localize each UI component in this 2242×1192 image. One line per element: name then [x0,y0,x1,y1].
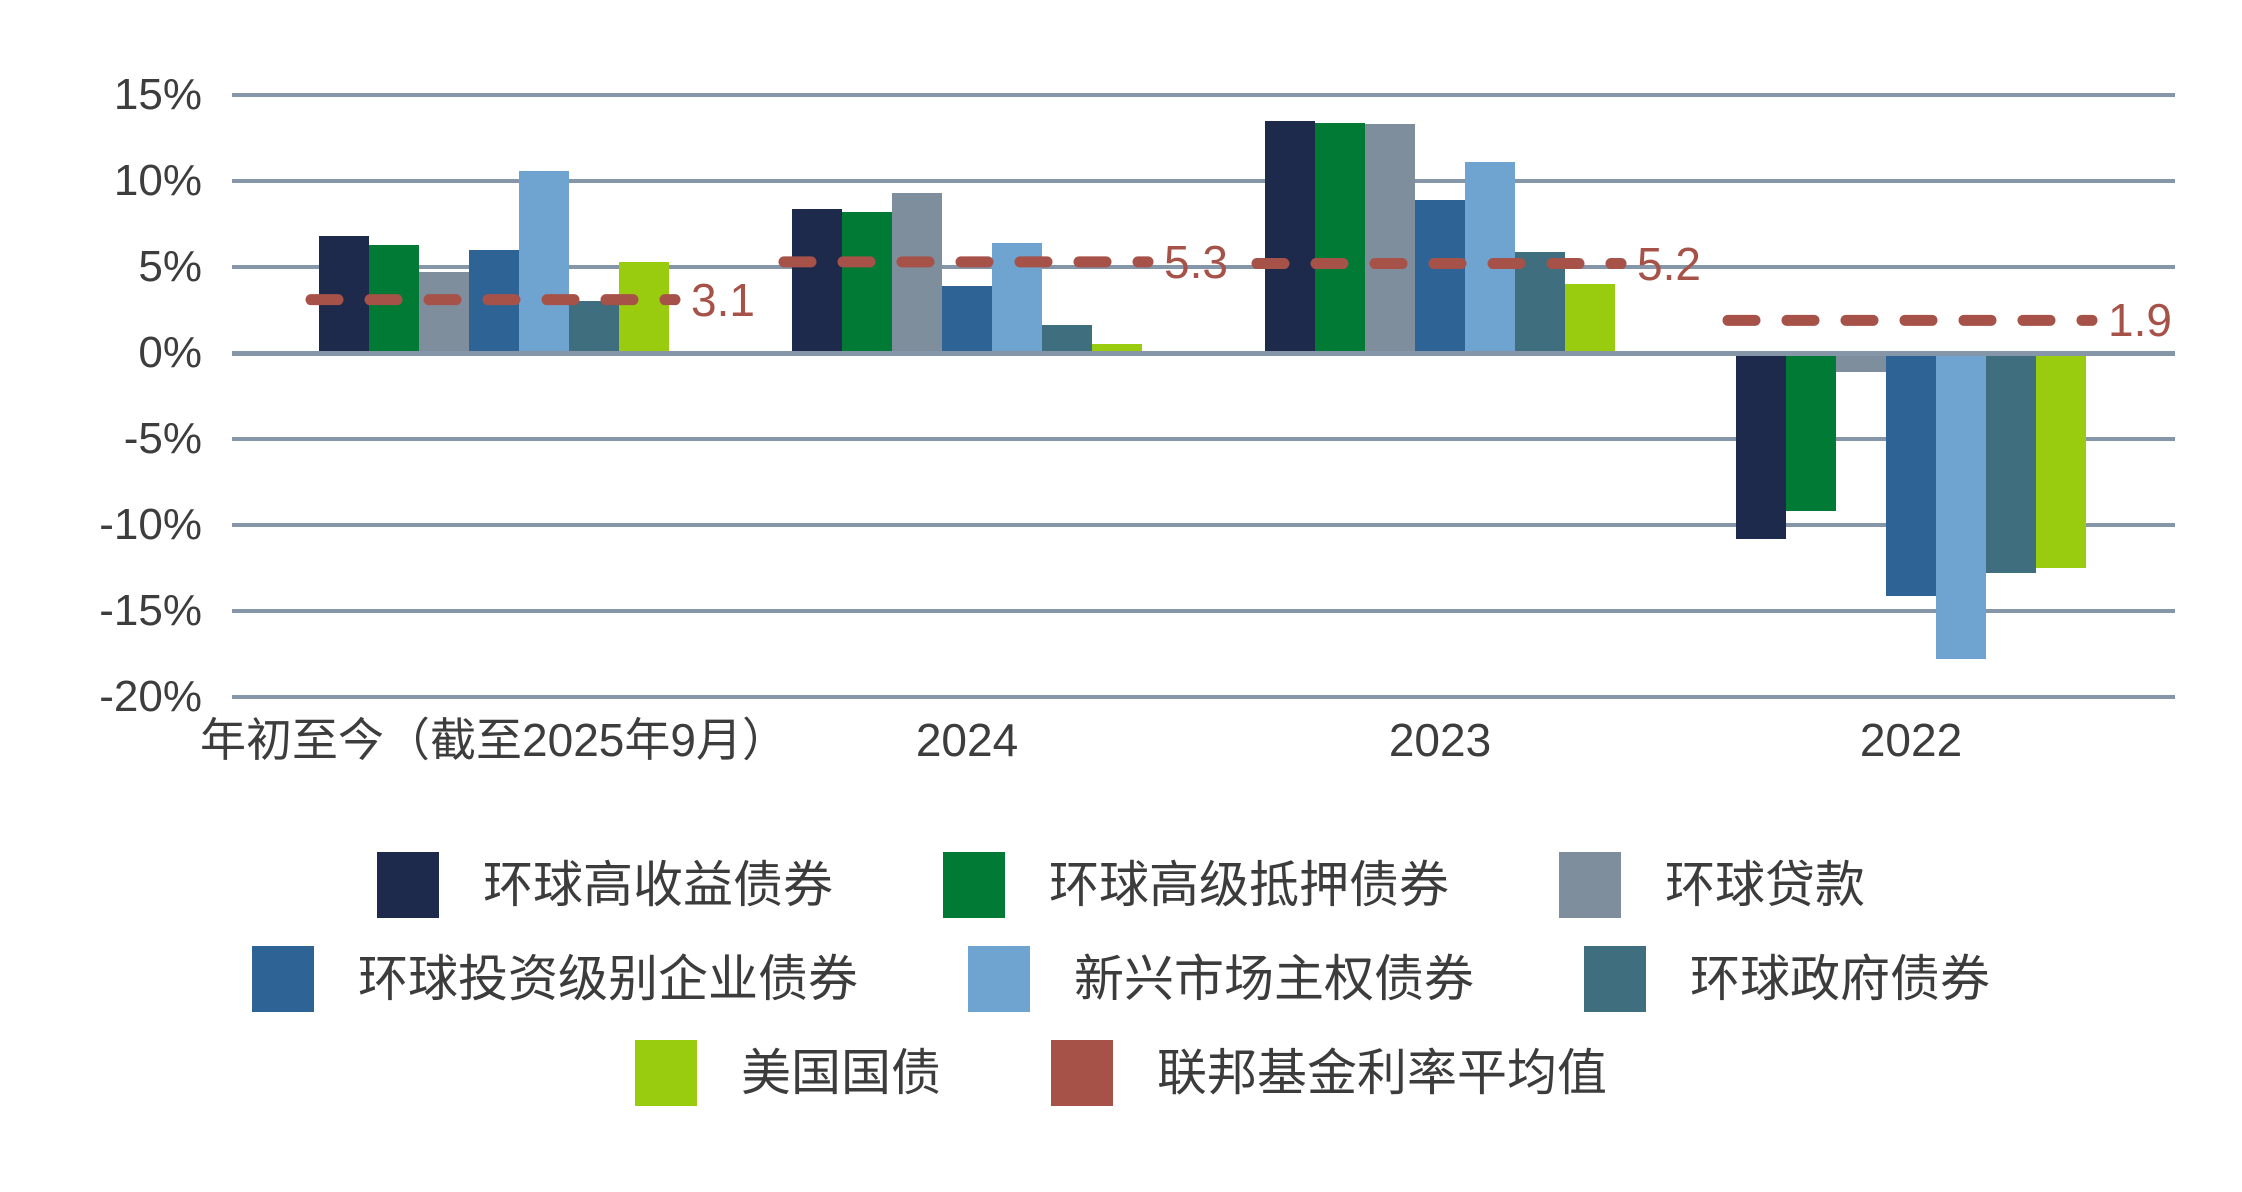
bar-group-1-series-2 [369,244,419,353]
legend-label: 环球贷款 [1665,857,1865,913]
bar-group-2-series-5 [992,242,1042,353]
bar-group-1-series-7 [619,261,669,353]
x-axis-label: 2024 [915,714,1019,766]
legend-item: 联邦基金利率平均值 [1051,1040,1607,1106]
bar-group-1-series-3 [419,272,469,353]
gridline [232,93,2175,97]
bar-group-1-series-1 [319,236,369,353]
legend-swatch [1051,1040,1113,1106]
legend-item: 环球贷款 [1559,852,1865,918]
bar-group-2-series-4 [942,285,992,353]
bar-group-2-series-1 [792,208,842,353]
legend-item: 环球投资级别企业债券 [252,946,858,1012]
legend-item: 美国国债 [635,1040,941,1106]
legend-item: 环球高收益债券 [377,852,833,918]
legend-row: 环球高收益债券 环球高级抵押债券 环球贷款 [377,852,1865,918]
fed-funds-value-label: 5.2 [1637,237,1701,290]
bar-group-4-series-4 [1886,353,1936,596]
legend-swatch [635,1040,697,1106]
legend-swatch [377,852,439,918]
legend-item: 环球政府债券 [1584,946,1990,1012]
legend-swatch [943,852,1005,918]
y-axis-label: 0% [138,328,202,377]
x-axis-label: 年初至今（截至2025年9月） [200,714,788,766]
bar-group-1-series-4 [469,249,519,353]
gridline [232,609,2175,613]
bar-group-4-series-3 [1836,353,1886,372]
legend-row: 环球投资级别企业债券 新兴市场主权债券 环球政府债券 [252,946,1990,1012]
legend-swatch [252,946,314,1012]
gridline [232,265,2175,269]
y-axis-label: -15% [99,586,202,635]
y-axis-label: -5% [123,414,202,463]
gridline [232,437,2175,441]
legend-row: 美国国债 联邦基金利率平均值 [635,1040,1607,1106]
bar-group-2-series-6 [1042,325,1092,353]
legend-label: 环球投资级别企业债券 [358,951,858,1007]
bar-group-1-series-6 [569,301,619,353]
legend-item: 环球高级抵押债券 [943,852,1449,918]
legend-label: 新兴市场主权债券 [1074,951,1474,1007]
bar-group-3-series-6 [1515,251,1565,353]
legend-label: 联邦基金利率平均值 [1157,1045,1607,1101]
legend: 环球高收益债券 环球高级抵押债券 环球贷款环球投资级别企业债券 新兴市场主权债券 环球政… [0,852,2242,1106]
bar-group-2-series-3 [892,193,942,353]
gridline [232,695,2175,699]
bar-group-2-series-7 [1092,344,1142,353]
gridline [232,523,2175,527]
legend-label: 环球高级抵押债券 [1049,857,1449,913]
legend-swatch [968,946,1030,1012]
y-axis-label: 15% [113,70,202,119]
legend-label: 环球政府债券 [1690,951,1990,1007]
legend-swatch [1559,852,1621,918]
bar-group-3-series-2 [1315,122,1365,353]
bar-group-4-series-2 [1786,353,1836,512]
legend-label: 环球高收益债券 [483,857,833,913]
x-axis-label: 2022 [1859,714,1963,766]
bar-group-3-series-4 [1415,199,1465,353]
legend-swatch [1584,946,1646,1012]
y-axis-label: 5% [138,242,202,291]
fed-funds-value-label: 1.9 [2108,294,2172,347]
bar-group-1-series-5 [519,170,569,353]
bar-group-4-series-5 [1936,353,1986,660]
legend-item: 新兴市场主权债券 [968,946,1474,1012]
y-axis-label: 10% [113,156,202,205]
gridline [232,179,2175,183]
fed-funds-value-label: 3.1 [691,273,755,326]
bar-group-3-series-5 [1465,162,1515,353]
bar-group-4-series-6 [1986,353,2036,574]
bar-group-3-series-3 [1365,124,1415,353]
bar-group-4-series-1 [1736,353,1786,539]
zero-axis-line [232,351,2175,356]
bar-group-2-series-2 [842,211,892,353]
bar-group-3-series-7 [1565,284,1615,353]
y-axis-label: -10% [99,500,202,549]
legend-label: 美国国债 [741,1045,941,1101]
fed-funds-value-label: 5.3 [1164,235,1228,288]
x-axis-label: 2023 [1388,714,1492,766]
bar-group-3-series-1 [1265,120,1315,353]
bar-group-4-series-7 [2036,353,2086,568]
y-axis-label: -20% [99,672,202,721]
